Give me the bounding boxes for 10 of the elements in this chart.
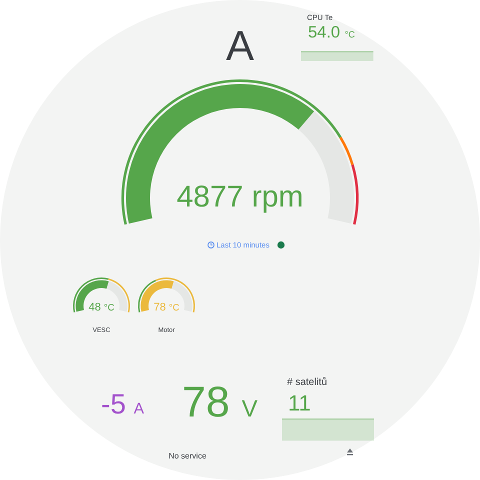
text: 11 bbox=[288, 390, 311, 416]
text: 78 V bbox=[182, 378, 258, 427]
chart-title: A bbox=[226, 22, 254, 69]
text: 54.0 °C bbox=[308, 23, 356, 42]
text: No service bbox=[168, 452, 207, 460]
text: # satelitů bbox=[287, 376, 328, 388]
text: 78 °C bbox=[154, 302, 180, 314]
text: 48 °C bbox=[88, 302, 115, 314]
text: -5 A bbox=[101, 388, 145, 420]
text: 4877 rpm bbox=[176, 180, 304, 214]
